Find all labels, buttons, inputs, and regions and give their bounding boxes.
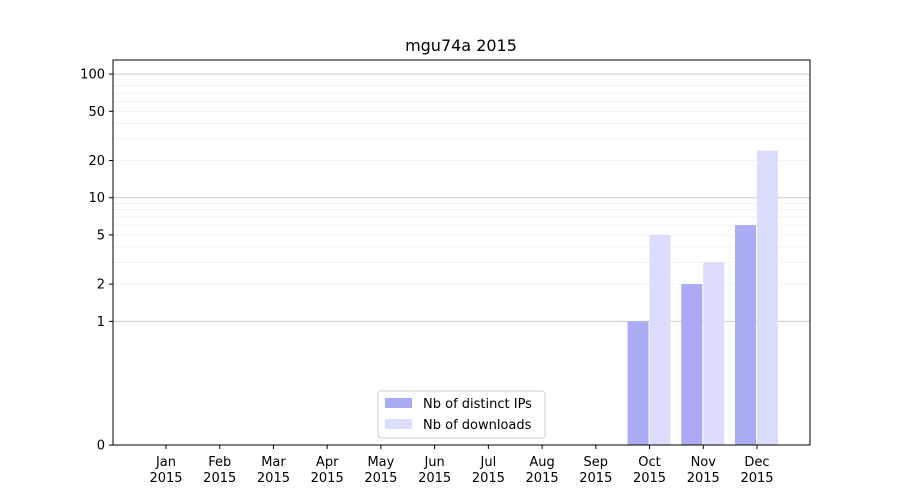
x-tick-label: Sep <box>584 455 609 470</box>
x-tick-label: 2015 <box>149 471 182 486</box>
plot-frame <box>112 59 811 446</box>
legend-swatch <box>385 419 412 429</box>
legend-box <box>377 390 546 439</box>
x-tick-label: Jul <box>480 455 497 470</box>
x-tick-label: 2015 <box>579 471 612 486</box>
y-tick-label: 1 <box>97 315 105 330</box>
x-tick-label: Oct <box>638 455 660 470</box>
legend: Nb of distinct IPs Nb of downloads <box>377 390 546 439</box>
bar <box>703 262 725 445</box>
x-tick-label: 2015 <box>311 471 344 486</box>
y-tick-label: 2 <box>97 278 105 293</box>
legend-swatch <box>385 398 412 408</box>
x-tick-label: 2015 <box>203 471 236 486</box>
x-tick-label: Aug <box>529 455 554 470</box>
x-tick-label: 2015 <box>418 471 451 486</box>
x-tick-label: Apr <box>316 455 339 470</box>
y-tick-label: 0 <box>97 439 105 454</box>
y-axis: 0 1 2 5 10 20 50 100 <box>80 68 113 454</box>
x-tick-label: May <box>367 455 394 470</box>
x-tick-label: Dec <box>744 455 769 470</box>
x-tick-label: 2015 <box>633 471 666 486</box>
x-tick-label: 2015 <box>526 471 559 486</box>
y-tick-label: 100 <box>80 68 105 83</box>
x-tick-label: 2015 <box>740 471 773 486</box>
bar <box>649 234 671 445</box>
x-tick-label: 2015 <box>472 471 505 486</box>
x-tick-label: 2015 <box>257 471 290 486</box>
y-tick-label: 50 <box>88 105 105 120</box>
x-tick-label: Nov <box>691 455 717 470</box>
grid-lines <box>113 73 810 322</box>
x-tick-label: 2015 <box>364 471 397 486</box>
x-tick-label: Feb <box>208 455 231 470</box>
bar <box>681 284 703 445</box>
x-tick-label: Jun <box>423 455 444 470</box>
bars <box>627 150 778 445</box>
bar <box>627 321 649 445</box>
y-tick-label: 5 <box>97 228 105 243</box>
x-tick-label: 2015 <box>687 471 720 486</box>
x-axis: Jan2015Feb2015Mar2015Apr2015May2015Jun20… <box>149 445 774 486</box>
legend-label: Nb of distinct IPs <box>423 397 532 412</box>
bar <box>735 225 756 445</box>
y-tick-label: 10 <box>88 191 105 206</box>
y-tick-label: 20 <box>88 154 105 169</box>
chart-title: mgu74a 2015 <box>405 36 517 55</box>
bar <box>757 150 778 445</box>
x-tick-label: Jan <box>155 455 176 470</box>
legend-label: Nb of downloads <box>423 418 532 433</box>
x-tick-label: Mar <box>261 455 286 470</box>
